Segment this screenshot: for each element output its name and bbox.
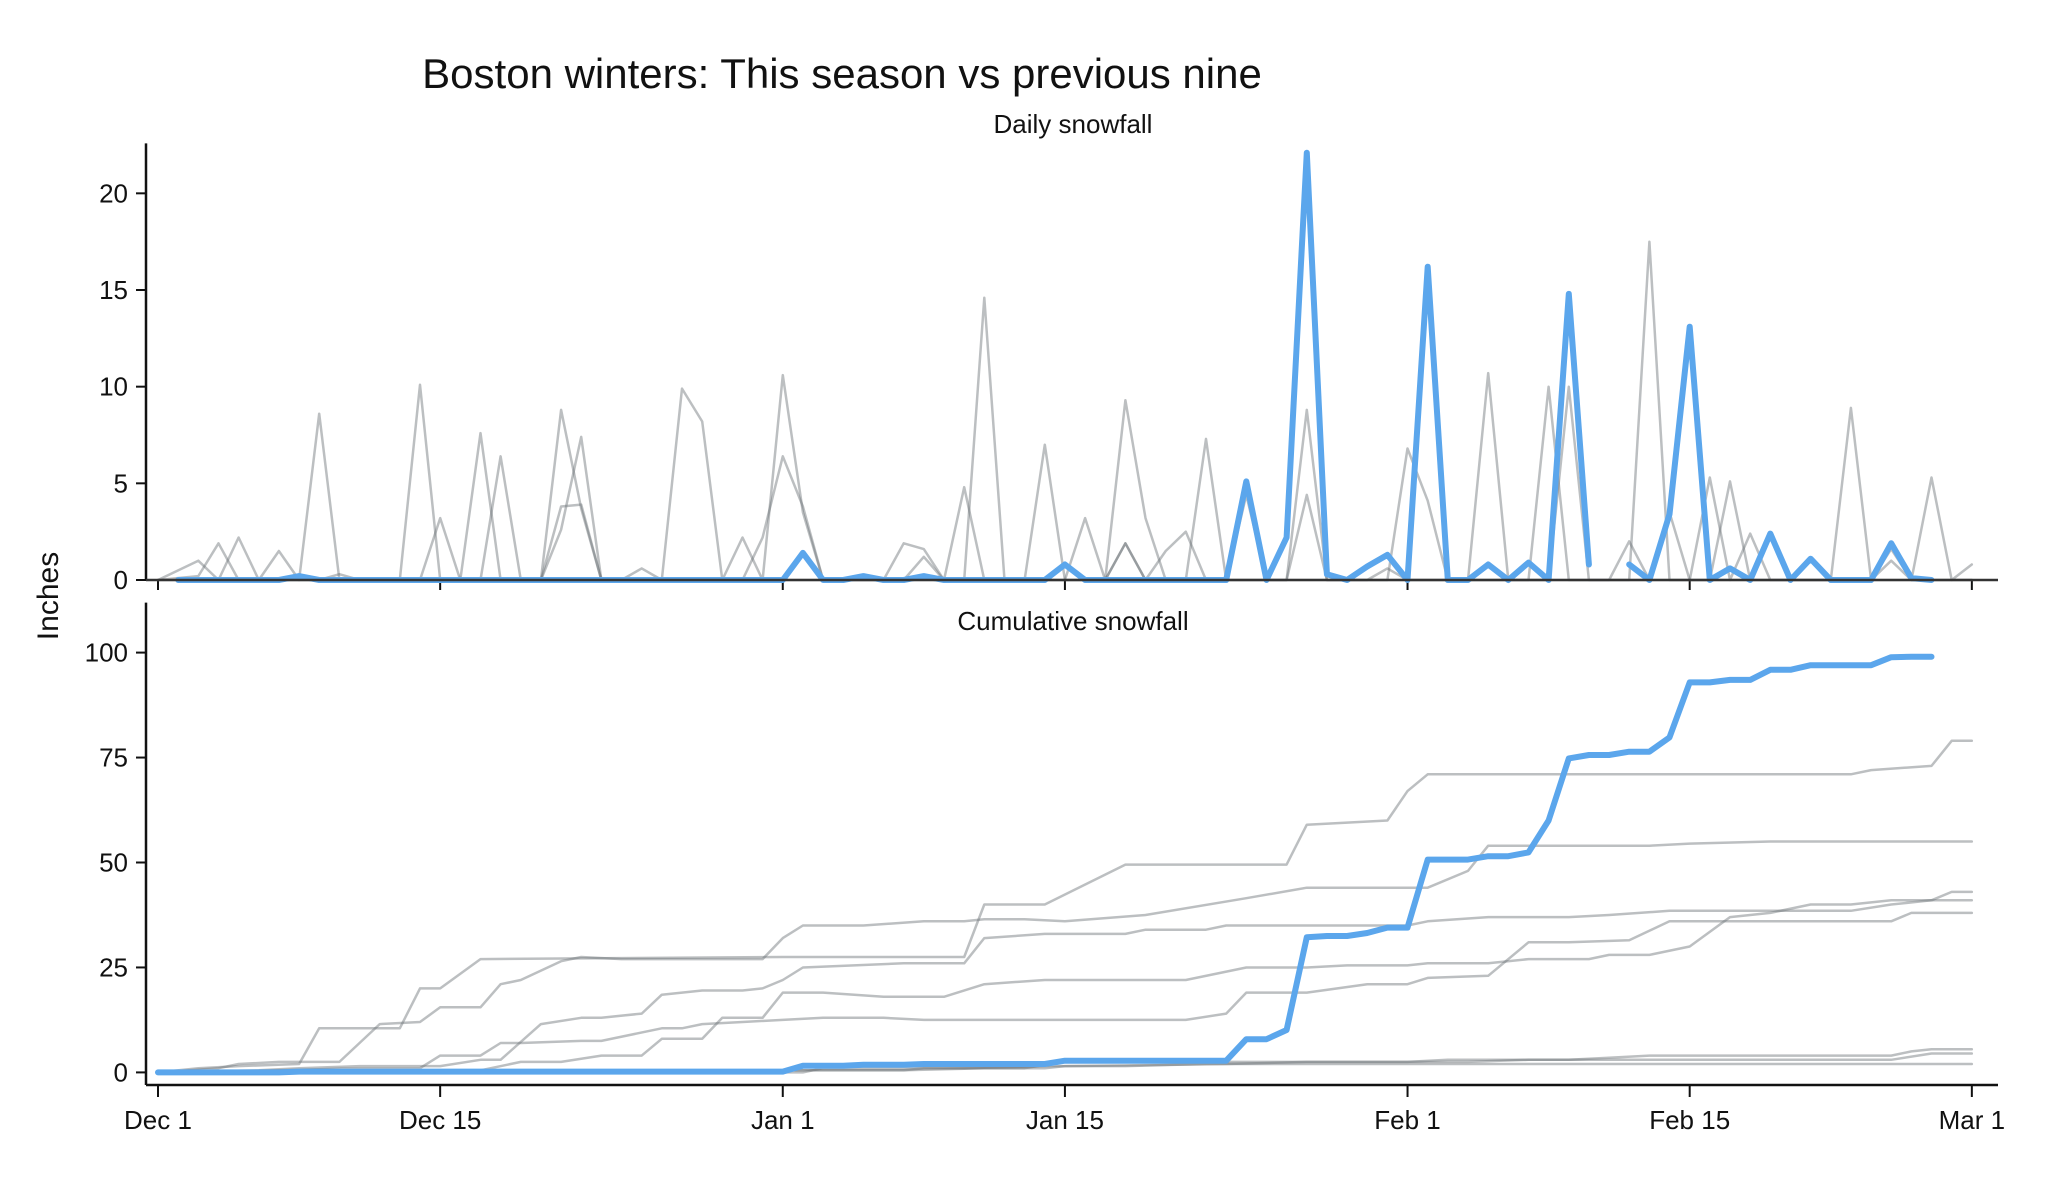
y-tick-label: 100 (85, 638, 128, 668)
series-line-previous-season (156, 739, 1974, 1074)
series-line-previous-season (156, 503, 1974, 582)
x-tick-label: Jan 15 (1026, 1105, 1104, 1135)
y-tick-label: 20 (99, 178, 128, 208)
x-tick-label: Dec 1 (124, 1105, 192, 1135)
series-line-previous-season (156, 1062, 1974, 1074)
series-line-previous-season (156, 911, 1974, 1074)
daily-snowfall-panel: Daily snowfall 0 5 10 15 20 (99, 109, 1998, 595)
series-line-previous-season (156, 240, 1974, 582)
x-tick-label: Feb 15 (1649, 1105, 1730, 1135)
chart-title: Boston winters: This season vs previous … (422, 50, 1262, 97)
series-line-previous-season (156, 899, 1974, 1074)
y-tick-label: 15 (99, 275, 128, 305)
y-tick-label: 0 (114, 1057, 128, 1087)
series-line-previous-season (156, 840, 1974, 1074)
cumulative-snowfall-subtitle: Cumulative snowfall (957, 606, 1188, 636)
cumulative-snowfall-panel: Cumulative snowfall 0 25 50 75 100 Dec 1 Dec 1… (85, 602, 2005, 1135)
x-tick-label: Jan 1 (751, 1105, 815, 1135)
daily-snowfall-subtitle: Daily snowfall (994, 109, 1153, 139)
y-tick-label: 50 (99, 848, 128, 878)
y-tick-label: 0 (114, 565, 128, 595)
series-line-previous-season (156, 1048, 1974, 1074)
x-tick-label: Mar 1 (1939, 1105, 2005, 1135)
series-line-this-season (155, 653, 1935, 1076)
y-tick-label: 25 (99, 952, 128, 982)
x-tick-label: Feb 1 (1374, 1105, 1441, 1135)
y-tick-label: 5 (114, 468, 128, 498)
series-line-previous-season (156, 1052, 1974, 1074)
x-tick-label: Dec 15 (399, 1105, 481, 1135)
y-axis-label: Inches (32, 552, 65, 640)
y-tick-label: 10 (99, 372, 128, 402)
series-line-previous-season (156, 890, 1974, 1074)
y-tick-label: 75 (99, 743, 128, 773)
